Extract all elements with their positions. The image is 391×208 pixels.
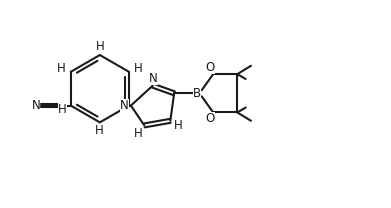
- Text: H: H: [58, 103, 66, 116]
- Text: O: O: [206, 112, 215, 125]
- Text: H: H: [134, 127, 143, 140]
- Text: B: B: [193, 87, 201, 100]
- Text: H: H: [134, 62, 143, 74]
- Text: H: H: [95, 124, 104, 137]
- Text: H: H: [174, 119, 182, 132]
- Text: N: N: [32, 99, 40, 112]
- Text: H: H: [95, 40, 104, 53]
- Text: N: N: [120, 99, 129, 112]
- Text: O: O: [206, 61, 215, 74]
- Text: N: N: [149, 72, 158, 85]
- Text: H: H: [57, 62, 66, 74]
